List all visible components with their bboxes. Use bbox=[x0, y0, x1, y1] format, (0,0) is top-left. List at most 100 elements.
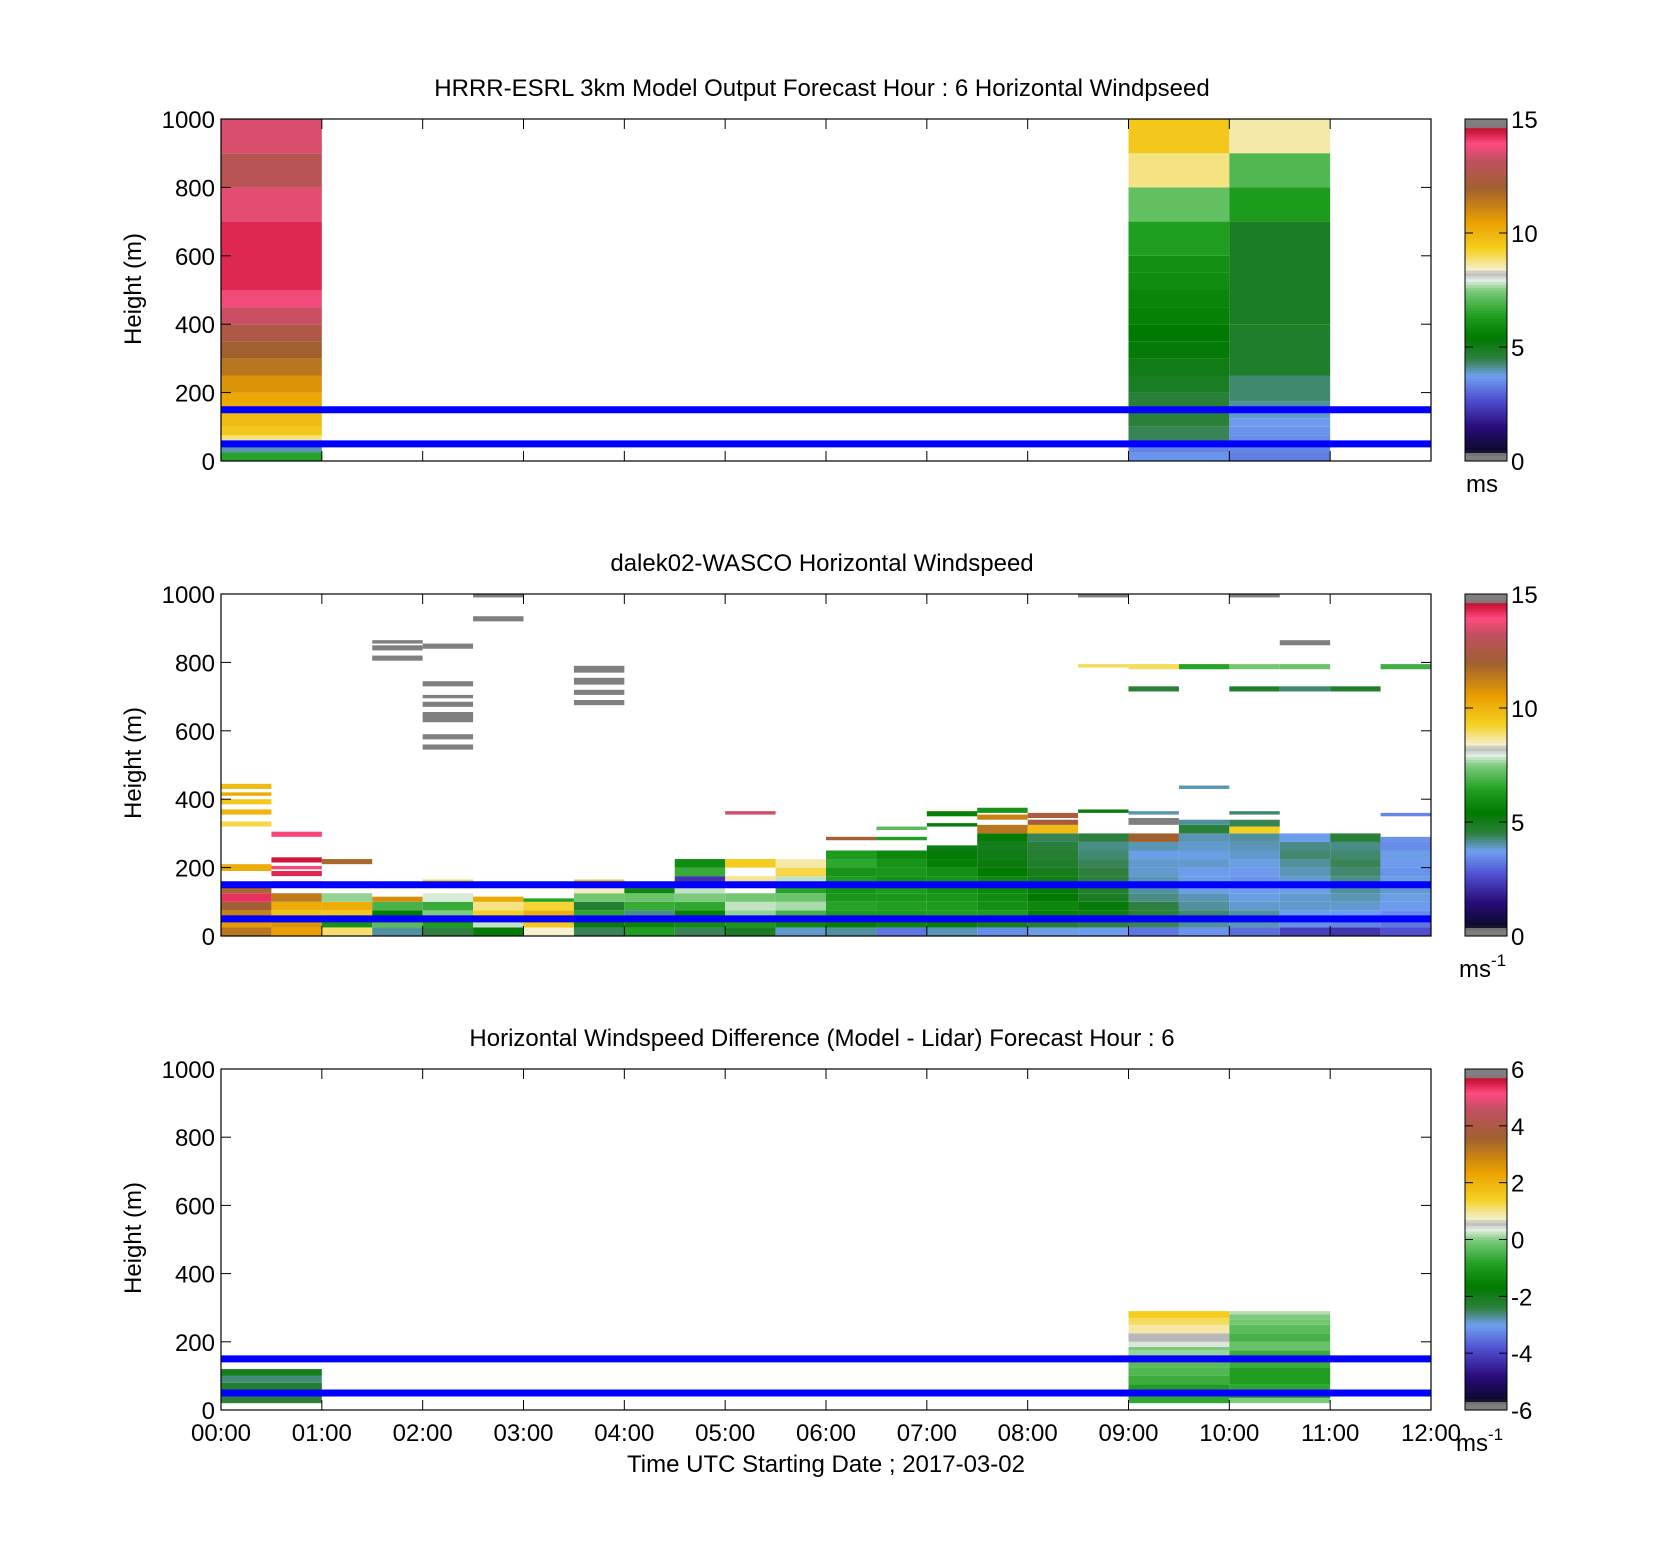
heatmap-cell bbox=[1128, 1324, 1230, 1334]
colorbar-segment bbox=[1465, 446, 1507, 451]
colorbar-segment bbox=[1465, 178, 1507, 183]
colorbar-segment bbox=[1465, 662, 1507, 666]
colorbar-segment bbox=[1465, 318, 1507, 322]
colorbar-segment bbox=[1465, 642, 1507, 646]
colorbar-segment bbox=[1465, 361, 1507, 365]
colorbar-segment bbox=[1465, 602, 1507, 606]
colorbar-segment bbox=[1465, 233, 1507, 237]
heatmap-cell bbox=[422, 734, 474, 740]
x-axis-label: Time UTC Starting Date ; 2017-03-02 bbox=[627, 1451, 1025, 1478]
y-tick-label: 200 bbox=[175, 1330, 215, 1357]
heatmap-cell bbox=[1178, 867, 1230, 877]
heatmap-cell bbox=[271, 910, 322, 919]
x-tick-label: 12:00 bbox=[1401, 1420, 1461, 1447]
heatmap-cell bbox=[775, 893, 826, 902]
heatmap-cell bbox=[271, 901, 322, 911]
colorbar-unit: ms-1 bbox=[1459, 951, 1506, 983]
colorbar-segment bbox=[1465, 1086, 1507, 1090]
heatmap-cell bbox=[1128, 1333, 1230, 1342]
heatmap-cell bbox=[1229, 819, 1280, 827]
colorbar-segment bbox=[1465, 278, 1507, 283]
heatmap-cell bbox=[1128, 867, 1179, 877]
colorbar-segment bbox=[1465, 790, 1507, 795]
colorbar-segment bbox=[1465, 733, 1507, 738]
colorbar-segment bbox=[1465, 824, 1507, 829]
colorbar-segment bbox=[1465, 449, 1507, 454]
heatmap-cell bbox=[1380, 884, 1431, 894]
colorbar-segment bbox=[1465, 224, 1507, 228]
heatmap-cell bbox=[1380, 836, 1431, 842]
heatmap-cell bbox=[1380, 893, 1431, 902]
colorbar-unit-base: ms bbox=[1459, 956, 1491, 983]
heatmap-cell bbox=[1229, 324, 1331, 376]
heatmap-cell bbox=[1128, 426, 1230, 444]
colorbar-segment bbox=[1465, 1230, 1507, 1235]
heatmap-cell bbox=[1229, 910, 1280, 919]
y-tick-label: 600 bbox=[175, 1193, 215, 1220]
colorbar-segment bbox=[1465, 605, 1507, 609]
colorbar-tick-label: 4 bbox=[1511, 1114, 1524, 1141]
heatmap-cell bbox=[422, 927, 474, 936]
heatmap-cell bbox=[725, 918, 776, 928]
heatmap-cell bbox=[876, 901, 927, 911]
heatmap-cell bbox=[271, 871, 322, 877]
colorbar-segment bbox=[1465, 1205, 1507, 1209]
heatmap-cell bbox=[1078, 594, 1129, 598]
colorbar-segment bbox=[1465, 412, 1507, 416]
heatmap-cell bbox=[221, 324, 322, 342]
colorbar-segment bbox=[1465, 850, 1507, 854]
heatmap-cell bbox=[321, 901, 373, 911]
heatmap-cell bbox=[1178, 910, 1230, 919]
colorbar-segment bbox=[1465, 364, 1507, 368]
colorbar-segment bbox=[1465, 719, 1507, 723]
heatmap-cell bbox=[926, 884, 978, 894]
colorbar-segment bbox=[1465, 1299, 1507, 1303]
colorbar-segment bbox=[1465, 292, 1507, 297]
colorbar-segment bbox=[1465, 628, 1507, 632]
heatmap-cell bbox=[1078, 867, 1129, 877]
heatmap-cell bbox=[1279, 664, 1331, 670]
heatmap-cell bbox=[221, 809, 272, 815]
heatmap-cell bbox=[725, 893, 776, 902]
colorbar-segment bbox=[1465, 1216, 1507, 1221]
heatmap-cell bbox=[1178, 876, 1230, 885]
colorbar-segment bbox=[1465, 1097, 1507, 1101]
colorbar-segment bbox=[1465, 924, 1507, 929]
colorbar-segment bbox=[1465, 633, 1507, 638]
colorbar-segment bbox=[1465, 651, 1507, 655]
heatmap-cell bbox=[826, 927, 877, 936]
colorbar-segment bbox=[1465, 779, 1507, 783]
colorbar-segment bbox=[1465, 1356, 1507, 1360]
colorbar-segment bbox=[1465, 1159, 1507, 1164]
heatmap-cell bbox=[674, 893, 726, 902]
colorbar-segment bbox=[1465, 261, 1507, 265]
heatmap-cells bbox=[221, 119, 1331, 461]
heatmap-cell bbox=[573, 927, 625, 936]
colorbar-segment bbox=[1465, 1122, 1507, 1127]
heatmap-cell bbox=[221, 893, 272, 902]
colorbar-segment bbox=[1465, 426, 1507, 431]
colorbar-segment bbox=[1465, 389, 1507, 394]
heatmap-cell bbox=[1128, 272, 1230, 290]
heatmap-cell bbox=[372, 645, 423, 651]
heatmap-cell bbox=[1128, 859, 1179, 868]
heatmap-cell bbox=[1380, 841, 1431, 851]
colorbar-segment bbox=[1465, 398, 1507, 402]
heatmap-cell bbox=[221, 358, 322, 376]
colorbar-segment bbox=[1465, 750, 1507, 755]
x-tick-label: 02:00 bbox=[393, 1420, 453, 1447]
heatmap-cell bbox=[926, 845, 978, 851]
colorbar-segment bbox=[1465, 839, 1507, 843]
heatmap-cell bbox=[1128, 686, 1179, 692]
heatmap-cell bbox=[1229, 927, 1280, 936]
colorbar-segment bbox=[1465, 341, 1507, 345]
heatmap-cell bbox=[926, 867, 978, 877]
colorbar-segment bbox=[1465, 716, 1507, 720]
heatmap-cell bbox=[1229, 426, 1331, 436]
colorbar-segment bbox=[1465, 685, 1507, 689]
heatmap-cell bbox=[1229, 153, 1331, 188]
heatmap-cell bbox=[1128, 324, 1230, 342]
heatmap-cell bbox=[725, 859, 776, 868]
heatmap-cell bbox=[1330, 918, 1381, 928]
colorbar-segment bbox=[1465, 861, 1507, 866]
